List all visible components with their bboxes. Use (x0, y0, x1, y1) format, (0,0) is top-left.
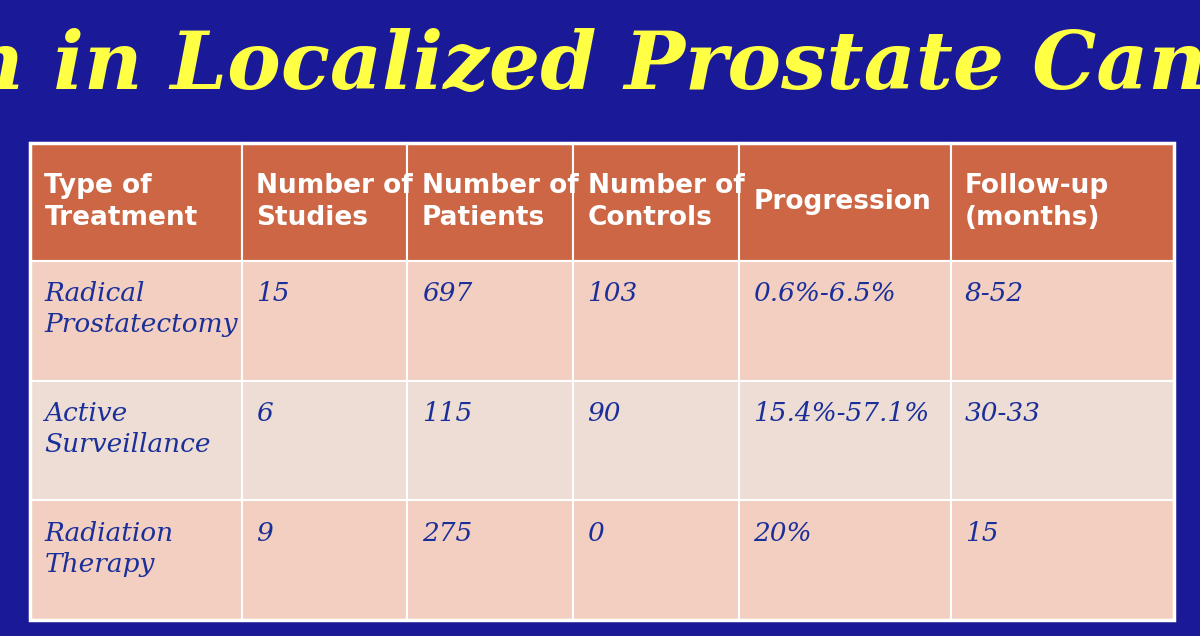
Text: 0: 0 (588, 521, 605, 546)
FancyBboxPatch shape (30, 143, 241, 261)
FancyBboxPatch shape (407, 143, 574, 261)
FancyBboxPatch shape (739, 143, 950, 261)
FancyBboxPatch shape (407, 501, 574, 620)
FancyBboxPatch shape (950, 261, 1174, 380)
Text: Number of
Patients: Number of Patients (421, 173, 578, 231)
FancyBboxPatch shape (241, 143, 407, 261)
Text: Progression: Progression (754, 189, 931, 215)
Text: 15: 15 (965, 521, 998, 546)
Text: 15: 15 (256, 281, 289, 306)
Text: 90: 90 (588, 401, 622, 426)
Text: 275: 275 (421, 521, 472, 546)
FancyBboxPatch shape (739, 261, 950, 380)
FancyBboxPatch shape (241, 261, 407, 380)
Text: Radiation
Therapy: Radiation Therapy (44, 521, 174, 577)
Text: 8-52: 8-52 (965, 281, 1024, 306)
FancyBboxPatch shape (574, 261, 739, 380)
FancyBboxPatch shape (574, 380, 739, 501)
FancyBboxPatch shape (739, 501, 950, 620)
FancyBboxPatch shape (574, 143, 739, 261)
FancyBboxPatch shape (241, 380, 407, 501)
Text: 103: 103 (588, 281, 638, 306)
FancyBboxPatch shape (30, 380, 241, 501)
Text: Radical
Prostatectomy: Radical Prostatectomy (44, 281, 238, 337)
Text: Active
Surveillance: Active Surveillance (44, 401, 211, 457)
FancyBboxPatch shape (574, 501, 739, 620)
FancyBboxPatch shape (30, 501, 241, 620)
FancyBboxPatch shape (950, 501, 1174, 620)
Text: Follow-up
(months): Follow-up (months) (965, 173, 1109, 231)
Text: Number of
Studies: Number of Studies (256, 173, 413, 231)
Text: 0.6%-6.5%: 0.6%-6.5% (754, 281, 896, 306)
Text: 6: 6 (256, 401, 272, 426)
FancyBboxPatch shape (950, 380, 1174, 501)
Text: 115: 115 (421, 401, 472, 426)
Text: 30-33: 30-33 (965, 401, 1040, 426)
Text: Type of
Treatment: Type of Treatment (44, 173, 198, 231)
FancyBboxPatch shape (241, 501, 407, 620)
Text: 9: 9 (256, 521, 272, 546)
Text: 20%: 20% (754, 521, 812, 546)
FancyBboxPatch shape (407, 380, 574, 501)
FancyBboxPatch shape (30, 261, 241, 380)
Text: 15.4%-57.1%: 15.4%-57.1% (754, 401, 930, 426)
Text: 697: 697 (421, 281, 472, 306)
Text: TTh in Localized Prostate Cancer: TTh in Localized Prostate Cancer (0, 28, 1200, 106)
FancyBboxPatch shape (739, 380, 950, 501)
FancyBboxPatch shape (950, 143, 1174, 261)
Text: Number of
Controls: Number of Controls (588, 173, 744, 231)
FancyBboxPatch shape (407, 261, 574, 380)
